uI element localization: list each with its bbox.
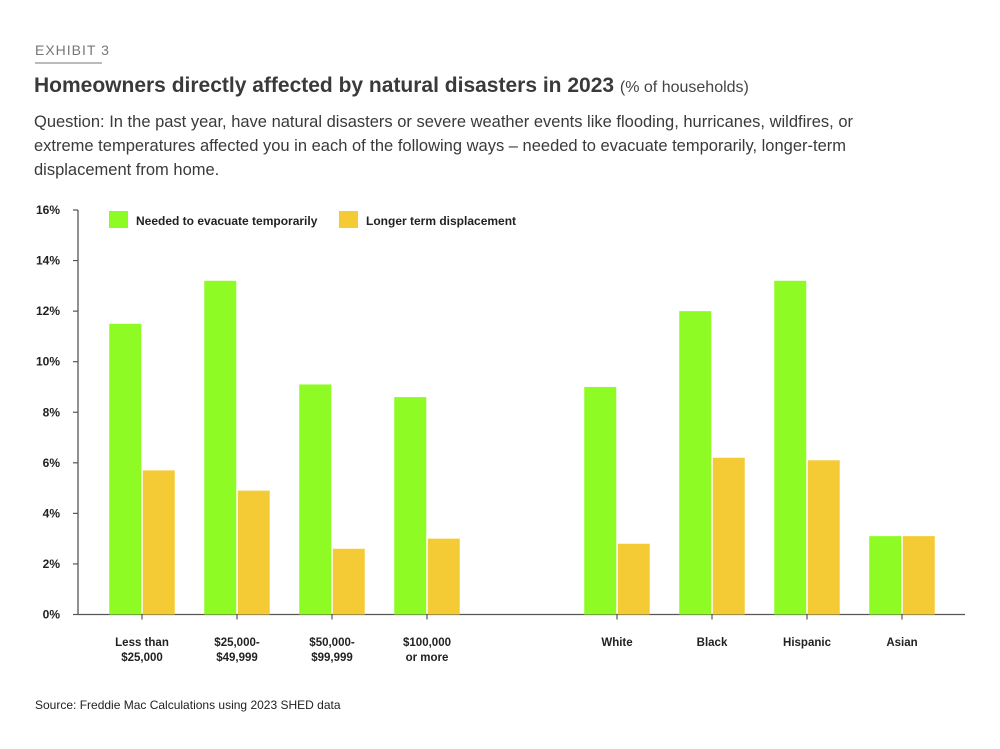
x-category-label: $25,000 — [121, 652, 163, 664]
bar-longer-term-displacement — [237, 490, 270, 615]
bar-longer-term-displacement — [902, 536, 935, 615]
exhibit-label: EXHIBIT 3 — [35, 42, 110, 58]
y-tick-label: 12% — [36, 304, 60, 318]
source-note: Source: Freddie Mac Calculations using 2… — [35, 698, 341, 712]
chart-title-text: Homeowners directly affected by natural … — [34, 74, 615, 97]
x-category-label: Black — [697, 637, 728, 649]
bar-longer-term-displacement — [142, 470, 175, 615]
x-category-label: Less than — [115, 637, 169, 649]
legend-label: Longer term displacement — [366, 214, 516, 228]
bar-evacuate-temporarily — [584, 386, 617, 615]
y-tick-label: 0% — [43, 608, 61, 622]
legend-swatch — [109, 211, 128, 228]
y-tick-label: 6% — [43, 456, 61, 470]
bar-evacuate-temporarily — [394, 397, 427, 615]
x-category-label: $49,999 — [216, 652, 258, 664]
chart-title-unit: (% of households) — [619, 79, 749, 96]
legend-label: Needed to evacuate temporarily — [136, 214, 318, 228]
bar-evacuate-temporarily — [109, 323, 142, 615]
exhibit-underline — [35, 62, 102, 64]
bar-evacuate-temporarily — [679, 311, 712, 615]
bar-longer-term-displacement — [427, 538, 460, 615]
legend-swatch — [339, 211, 358, 228]
bar-longer-term-displacement — [712, 457, 745, 615]
chart-bars — [109, 280, 935, 615]
x-category-label: $25,000- — [214, 637, 260, 649]
x-category-label: Hispanic — [783, 637, 832, 649]
bar-longer-term-displacement — [807, 460, 840, 615]
x-category-label: $50,000- — [309, 637, 355, 649]
y-tick-label: 2% — [43, 557, 61, 571]
survey-question: Question: In the past year, have natural… — [34, 113, 854, 179]
bar-longer-term-displacement — [332, 548, 365, 615]
chart-axes: 0% 2% 4% 6% 8% 10% 12% 14% 16% Less than $25,000 $2… — [36, 203, 965, 664]
x-category-label: White — [601, 637, 632, 649]
x-category-label: Asian — [886, 637, 917, 649]
y-tick-label: 10% — [36, 355, 60, 369]
x-category-label: $100,000 — [403, 637, 451, 649]
y-tick-label: 14% — [36, 254, 60, 268]
chart-title: Homeowners directly affected by natural … — [34, 74, 749, 98]
y-tick-label: 8% — [43, 405, 61, 419]
bar-evacuate-temporarily — [299, 384, 332, 615]
y-tick-label: 16% — [36, 203, 60, 217]
x-category-label: $99,999 — [311, 652, 353, 664]
bar-evacuate-temporarily — [869, 536, 902, 615]
y-tick-label: 4% — [43, 506, 61, 520]
bar-longer-term-displacement — [617, 543, 650, 615]
bar-evacuate-temporarily — [204, 280, 237, 615]
x-category-label: or more — [406, 652, 449, 664]
chart-legend: Needed to evacuate temporarily Longer ter… — [109, 211, 516, 228]
bar-evacuate-temporarily — [774, 280, 807, 615]
